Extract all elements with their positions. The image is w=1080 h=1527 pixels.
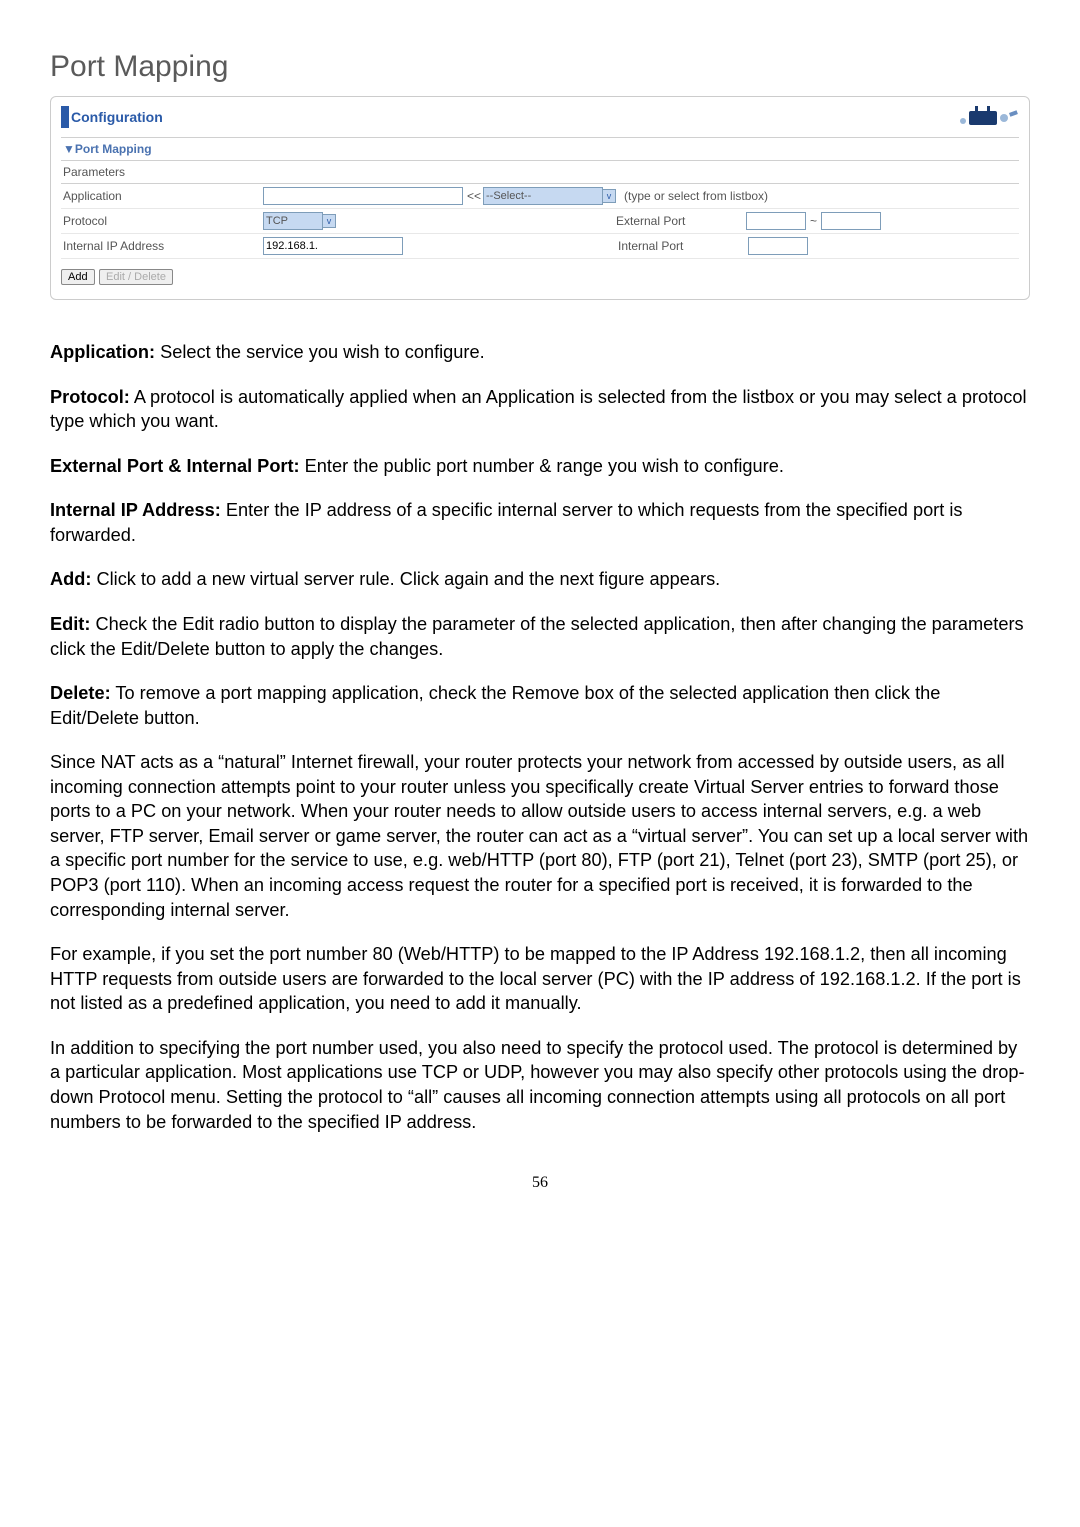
parameters-label: Parameters bbox=[61, 161, 1019, 184]
nat-paragraph-1: Since NAT acts as a “natural” Internet f… bbox=[50, 750, 1030, 922]
panel-title: Configuration bbox=[71, 109, 163, 125]
internal-port-label: Internal Port bbox=[618, 239, 748, 253]
application-input[interactable] bbox=[263, 187, 463, 205]
accent-bar bbox=[61, 106, 69, 128]
delete-desc-text: To remove a port mapping application, ch… bbox=[50, 683, 940, 728]
chevron-down-icon[interactable]: v bbox=[602, 189, 616, 203]
internal-port-input[interactable] bbox=[748, 237, 808, 255]
delete-desc-label: Delete: bbox=[50, 683, 111, 703]
row-application: Application << --Select-- v (type or sel… bbox=[61, 184, 1019, 209]
ports-desc-text: Enter the public port number & range you… bbox=[300, 456, 784, 476]
protocol-desc-label: Protocol: bbox=[50, 387, 130, 407]
application-select-value: --Select-- bbox=[486, 190, 600, 202]
application-select[interactable]: --Select-- bbox=[483, 187, 603, 205]
add-desc-label: Add: bbox=[50, 569, 91, 589]
configuration-panel: Configuration ▼Port Mapping Parameters A… bbox=[50, 96, 1030, 300]
application-label: Application bbox=[63, 189, 263, 203]
tilde-separator: ~ bbox=[810, 214, 817, 228]
nat-paragraph-2: For example, if you set the port number … bbox=[50, 942, 1030, 1016]
edit-desc-text: Check the Edit radio button to display t… bbox=[50, 614, 1024, 659]
row-protocol: Protocol TCP v External Port ~ bbox=[61, 209, 1019, 234]
chevron-down-icon[interactable]: v bbox=[322, 214, 336, 228]
external-port-from-input[interactable] bbox=[746, 212, 806, 230]
internal-ip-label: Internal IP Address bbox=[63, 239, 263, 253]
nat-paragraph-3: In addition to specifying the port numbe… bbox=[50, 1036, 1030, 1134]
row-internal-ip: Internal IP Address Internal Port bbox=[61, 234, 1019, 259]
arrow-left-label: << bbox=[467, 189, 481, 203]
internal-ip-input[interactable] bbox=[263, 237, 403, 255]
external-port-label: External Port bbox=[616, 214, 746, 228]
application-desc-label: Application: bbox=[50, 342, 155, 362]
protocol-label: Protocol bbox=[63, 214, 263, 228]
external-port-to-input[interactable] bbox=[821, 212, 881, 230]
add-button[interactable]: Add bbox=[61, 269, 95, 285]
documentation: Application: Select the service you wish… bbox=[50, 340, 1030, 1134]
protocol-select[interactable]: TCP bbox=[263, 212, 323, 230]
application-hint: (type or select from listbox) bbox=[624, 189, 768, 203]
page-number: 56 bbox=[50, 1174, 1030, 1192]
edit-delete-button[interactable]: Edit / Delete bbox=[99, 269, 173, 285]
protocol-desc-text: A protocol is automatically applied when… bbox=[50, 387, 1027, 432]
section-port-mapping[interactable]: ▼Port Mapping bbox=[61, 137, 1019, 161]
edit-desc-label: Edit: bbox=[50, 614, 90, 634]
add-desc-text: Click to add a new virtual server rule. … bbox=[91, 569, 720, 589]
ports-desc-label: External Port & Internal Port: bbox=[50, 456, 300, 476]
protocol-select-value: TCP bbox=[266, 215, 320, 227]
router-icon bbox=[949, 103, 1019, 131]
page-title: Port Mapping bbox=[50, 50, 1030, 84]
application-desc-text: Select the service you wish to configure… bbox=[155, 342, 485, 362]
ip-desc-label: Internal IP Address: bbox=[50, 500, 221, 520]
